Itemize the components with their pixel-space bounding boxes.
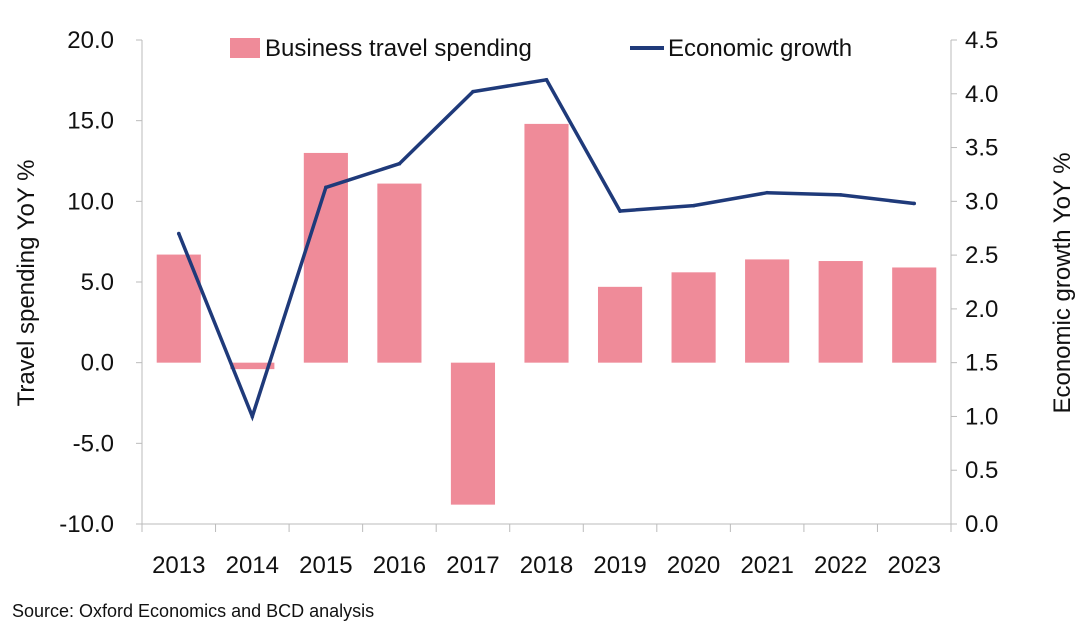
x-tick-label: 2017 xyxy=(446,552,499,579)
x-tick-label: 2016 xyxy=(373,552,426,579)
right-tick-label: 1.5 xyxy=(965,350,998,377)
bar-2014 xyxy=(230,362,275,370)
x-tick-label: 2020 xyxy=(667,552,720,579)
line-point-2016 xyxy=(397,161,402,166)
line-point-2020 xyxy=(691,203,696,208)
x-tick-label: 2014 xyxy=(226,552,279,579)
legend-bar-swatch xyxy=(230,38,260,58)
left-tick-label: 15.0 xyxy=(67,108,114,135)
right-tick-label: 4.0 xyxy=(965,81,998,108)
right-tick-label: 2.0 xyxy=(965,296,998,323)
right-axis-title: Economic growth YoY % xyxy=(1049,152,1076,413)
left-tick-label: -5.0 xyxy=(73,430,114,457)
bar-series xyxy=(156,123,937,505)
line-series xyxy=(176,77,917,422)
bar-2017 xyxy=(450,362,496,505)
line-point-2015 xyxy=(324,185,328,190)
bar-2021 xyxy=(745,259,790,363)
bar-2022 xyxy=(818,261,863,363)
bar-2018 xyxy=(524,123,569,363)
x-tick-label: 2022 xyxy=(814,552,867,579)
left-tick-label: 10.0 xyxy=(67,188,114,215)
x-tick-label: 2018 xyxy=(520,552,573,579)
right-tick-label: 3.5 xyxy=(965,135,998,162)
line-point-2023 xyxy=(912,201,917,206)
x-tick-label: 2013 xyxy=(152,552,205,579)
left-axis-title: Travel spending YoY % xyxy=(13,160,40,407)
bar-2016 xyxy=(377,183,422,363)
right-tick-label: 1.0 xyxy=(965,403,998,430)
right-tick-label: 0.5 xyxy=(965,457,998,484)
right-tick-label: 3.0 xyxy=(965,188,998,215)
line-point-2018 xyxy=(544,77,549,82)
x-tick-label: 2023 xyxy=(888,552,941,579)
line-point-2017 xyxy=(471,89,475,94)
line-point-2022 xyxy=(838,193,843,197)
left-tick-label: -10.0 xyxy=(59,511,114,538)
bar-2019 xyxy=(597,286,643,363)
line-point-2019 xyxy=(618,209,622,213)
x-tick-label: 2019 xyxy=(593,552,646,579)
x-tick-label: 2021 xyxy=(740,552,793,579)
line-point-2013 xyxy=(176,231,181,236)
bar-2023 xyxy=(892,267,937,363)
ticks: 20.0 15.0 10.0 5.0 0.0 -5.0 -10.0 4.5 4.0 3.5 3.0 2… xyxy=(59,27,998,579)
left-tick-label: 20.0 xyxy=(67,27,114,54)
line-point-2014 xyxy=(250,414,255,419)
bar-2020 xyxy=(671,272,716,363)
right-tick-label: 0.0 xyxy=(965,511,998,538)
legend-line-label: Economic growth xyxy=(668,35,852,62)
legend: Business travel spending Economic growth xyxy=(230,35,852,62)
line-point-2021 xyxy=(765,190,769,195)
left-tick-label: 5.0 xyxy=(81,269,114,296)
legend-bar-label: Business travel spending xyxy=(265,35,532,62)
source-note: Source: Oxford Economics and BCD analysi… xyxy=(12,601,374,621)
bar-2015 xyxy=(303,152,348,363)
x-tick-label: 2015 xyxy=(299,552,352,579)
right-tick-label: 2.5 xyxy=(965,242,998,269)
left-tick-label: 0.0 xyxy=(81,350,114,377)
right-tick-label: 4.5 xyxy=(965,27,998,54)
